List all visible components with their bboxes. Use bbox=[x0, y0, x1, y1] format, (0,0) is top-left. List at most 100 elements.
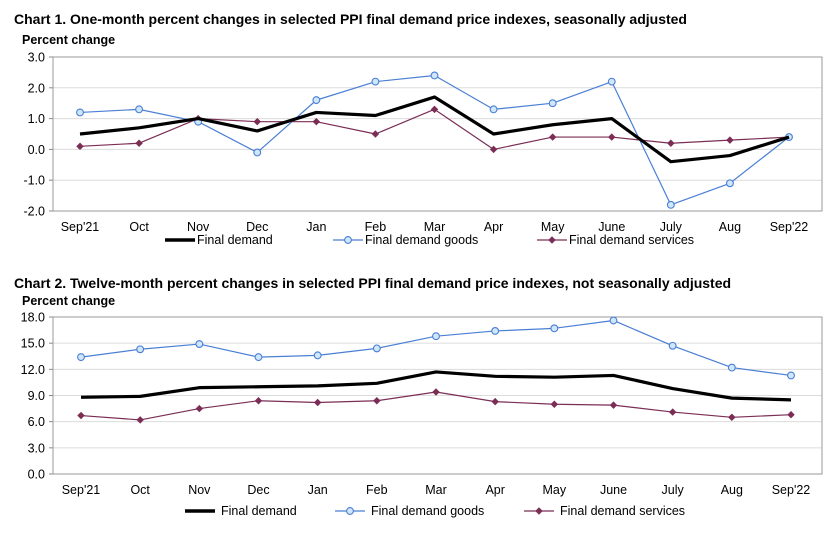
data-point bbox=[609, 401, 618, 409]
data-point bbox=[489, 105, 498, 114]
chart-1: Chart 1. One-month percent changes in se… bbox=[14, 11, 823, 247]
data-point bbox=[432, 388, 440, 396]
legend-label: Final demand goods bbox=[365, 233, 478, 247]
y-tick-label: 6.0 bbox=[28, 415, 45, 429]
x-tick-label: Sep'22 bbox=[770, 220, 809, 234]
x-tick-label: May bbox=[543, 483, 567, 497]
y-tick-label: -1.0 bbox=[23, 174, 45, 188]
plot-frame bbox=[52, 316, 823, 475]
x-tick-label: Dec bbox=[246, 220, 268, 234]
data-point bbox=[787, 371, 795, 380]
series-final-demand bbox=[79, 95, 790, 164]
y-tick-label: 3.0 bbox=[28, 51, 45, 65]
series-line bbox=[79, 108, 790, 150]
series-line bbox=[79, 95, 790, 164]
data-point bbox=[253, 148, 262, 157]
x-tick-label: Oct bbox=[130, 483, 150, 497]
x-tick-label: July bbox=[660, 220, 683, 234]
data-point bbox=[728, 413, 736, 422]
data-point bbox=[77, 353, 85, 362]
series-line bbox=[80, 391, 792, 421]
data-point bbox=[195, 404, 204, 413]
x-tick-label: Apr bbox=[484, 220, 503, 234]
data-point bbox=[668, 341, 677, 350]
y-tick-label: 18.0 bbox=[21, 311, 45, 325]
chart-2: Chart 2. Twelve-month percent changes in… bbox=[14, 275, 823, 518]
legend: Final demand Final demand goods Final dema… bbox=[165, 233, 694, 247]
y-axis-label: Percent change bbox=[22, 33, 115, 47]
legend-marker bbox=[346, 507, 354, 515]
x-tick-label: Apr bbox=[485, 483, 504, 497]
x-tick-label: Jan bbox=[308, 483, 328, 497]
data-point bbox=[254, 397, 263, 405]
data-point bbox=[668, 408, 677, 416]
data-point bbox=[609, 316, 618, 325]
y-axis-label: Percent change bbox=[22, 294, 115, 308]
x-tick-label: Sep'22 bbox=[772, 483, 811, 497]
data-point bbox=[548, 99, 557, 108]
x-tick-label: Nov bbox=[187, 220, 210, 234]
y-tick-label: 12.0 bbox=[21, 363, 45, 377]
data-point bbox=[312, 117, 321, 126]
series-final-demand-services bbox=[76, 105, 793, 154]
data-point bbox=[253, 117, 261, 126]
x-tick-label: Jan bbox=[306, 220, 326, 234]
data-point bbox=[195, 340, 204, 348]
plot-frame bbox=[52, 56, 823, 212]
data-point bbox=[491, 327, 500, 335]
legend-label: Final demand bbox=[197, 233, 273, 247]
y-tick-label: -2.0 bbox=[23, 205, 45, 219]
chart-title: Chart 1. One-month percent changes in se… bbox=[14, 11, 687, 27]
series-final-demand-goods bbox=[76, 71, 793, 209]
x-tick-label: Aug bbox=[721, 483, 743, 497]
y-tick-label: 15.0 bbox=[21, 337, 45, 351]
legend-label: Final demand goods bbox=[371, 504, 484, 518]
x-tick-label: June bbox=[600, 483, 627, 497]
data-point bbox=[254, 353, 263, 362]
x-tick-label: Sep'21 bbox=[61, 220, 100, 234]
data-point bbox=[76, 108, 84, 117]
legend-label: Final demand services bbox=[560, 504, 685, 518]
y-tick-label: 3.0 bbox=[28, 441, 45, 455]
data-point bbox=[430, 105, 439, 114]
data-point bbox=[372, 344, 381, 353]
x-tick-label: Nov bbox=[188, 483, 211, 497]
data-point bbox=[135, 105, 144, 114]
legend-label: Final demand services bbox=[569, 233, 694, 247]
data-point bbox=[548, 133, 557, 141]
legend-marker bbox=[344, 236, 352, 244]
data-point bbox=[373, 397, 381, 405]
y-tick-label: 2.0 bbox=[28, 81, 45, 95]
data-point bbox=[135, 139, 143, 147]
legend: Final demand Final demand goods Final dema… bbox=[185, 504, 685, 518]
data-point bbox=[313, 351, 322, 360]
chart-title: Chart 2. Twelve-month percent changes in… bbox=[14, 275, 731, 291]
data-point bbox=[136, 345, 145, 354]
data-point bbox=[491, 397, 499, 406]
series-final-demand bbox=[80, 370, 792, 402]
data-point bbox=[787, 410, 795, 419]
series-final-demand-services bbox=[77, 388, 795, 424]
data-point bbox=[550, 400, 559, 408]
y-tick-label: 0.0 bbox=[28, 143, 45, 157]
x-tick-label: July bbox=[662, 483, 685, 497]
data-point bbox=[312, 96, 321, 105]
data-point bbox=[550, 324, 559, 333]
x-tick-label: Feb bbox=[366, 483, 388, 497]
data-point bbox=[725, 179, 734, 188]
data-point bbox=[371, 77, 380, 86]
series-final-demand-goods bbox=[77, 316, 795, 380]
y-tick-label: 9.0 bbox=[28, 389, 45, 403]
data-point bbox=[77, 411, 85, 420]
data-point bbox=[667, 139, 675, 147]
x-tick-label: Feb bbox=[365, 220, 387, 234]
data-point bbox=[432, 332, 440, 341]
data-point bbox=[726, 136, 734, 144]
data-point bbox=[727, 363, 736, 372]
data-point bbox=[430, 71, 439, 80]
x-tick-label: Mar bbox=[424, 220, 446, 234]
x-tick-label: Dec bbox=[247, 483, 269, 497]
data-point bbox=[313, 398, 322, 407]
x-tick-label: Sep'21 bbox=[62, 483, 101, 497]
